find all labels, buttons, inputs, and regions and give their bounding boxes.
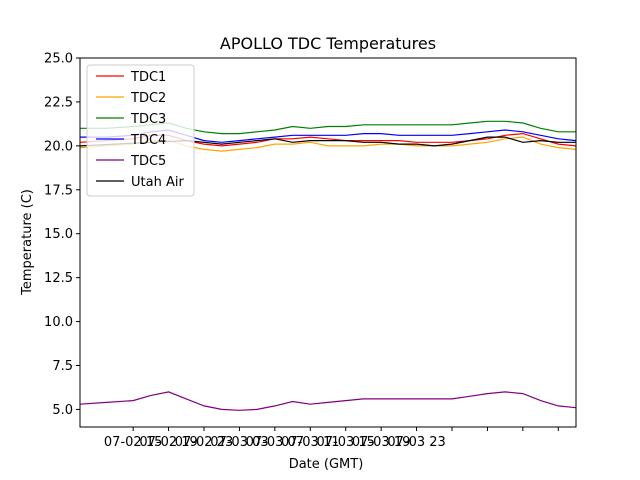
y-tick-label: 5.0 (52, 403, 73, 418)
x-tick-label: 07-03 19 (352, 435, 410, 450)
series-line-utah-air (79, 136, 576, 147)
y-tick-label: 10.0 (44, 315, 73, 330)
y-tick-label: 22.5 (44, 95, 73, 110)
legend-label: TDC1 (130, 70, 166, 85)
legend-box (86, 64, 195, 197)
y-tick-label: 12.5 (44, 271, 73, 286)
plot-area-frame (79, 57, 577, 428)
legend-label: TDC5 (130, 154, 166, 169)
x-tick-label: 07-03 23 (387, 435, 445, 450)
x-axis-label: Date (GMT) (289, 457, 364, 472)
y-axis-label: Temperature (C) (20, 189, 35, 296)
y-tick-label: 25.0 (44, 52, 73, 67)
legend-label: TDC3 (130, 112, 166, 127)
x-tick-label: 07-02 19 (139, 435, 197, 450)
legend-label: TDC2 (130, 91, 166, 106)
y-tick-label: 17.5 (44, 183, 73, 198)
series-line-tdc5 (79, 391, 577, 411)
x-tick-label: 07-02 23 (175, 435, 233, 450)
x-tick-label: 07-03 15 (316, 435, 374, 450)
y-tick-label: 20.0 (44, 139, 73, 154)
legend: TDC1 TDC2 TDC3 TDC4 TDC5 Utah Air (86, 64, 195, 197)
x-tick-label: 07-03 07 (246, 435, 304, 450)
x-tick-label: 07-03 03 (210, 435, 268, 450)
y-axis: 5.0 7.5 10.0 12.5 15.0 17.5 20.0 22.5 25.0 (44, 52, 80, 418)
legend-label: TDC4 (130, 133, 166, 148)
x-tick-label: 07-03 11 (281, 435, 339, 450)
x-tick-label: 07-02 15 (104, 435, 162, 450)
chart-title: APOLLO TDC Temperatures (220, 34, 436, 53)
y-tick-label: 7.5 (52, 359, 73, 374)
legend-label: Utah Air (131, 175, 184, 190)
y-tick-label: 15.0 (44, 227, 73, 242)
